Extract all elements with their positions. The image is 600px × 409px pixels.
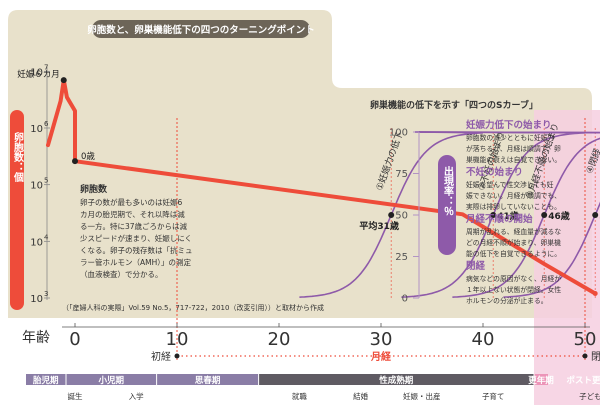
s-curve-midpoint bbox=[388, 212, 394, 218]
right-axis-label: 出現率：％ bbox=[442, 165, 454, 216]
turning-point-text: １年以上ない状態が閉経。女性 bbox=[466, 285, 561, 294]
menstruation-row: 初経 月経 閉経 bbox=[151, 350, 600, 363]
follicle-note-line: る一方。特に37歳ごろからは減 bbox=[80, 221, 188, 231]
s-curve-age-label: 平均31歳 bbox=[359, 220, 399, 232]
follicle-peak-marker bbox=[61, 77, 67, 83]
follicle-note-line: 卵子の数が最も多いのは妊娠6 bbox=[80, 197, 182, 207]
menstruation-end-marker bbox=[583, 354, 588, 359]
age-tick-label: 40 bbox=[472, 329, 495, 350]
follicle-note-line: （血液検査）で分かる。 bbox=[80, 269, 163, 279]
y-tick-exponent: 6 bbox=[44, 120, 49, 128]
life-event-label: 妊娠・出産 bbox=[403, 391, 441, 401]
right-tick-label: 50 bbox=[395, 211, 408, 222]
turning-point-text: 病気などの原因がなく、月経が bbox=[466, 274, 561, 283]
turning-point-text: 娠できない。月経が順調でも、 bbox=[466, 191, 561, 200]
age-axis-label: 年齢 bbox=[22, 330, 50, 346]
chart-title: 卵胞数と、卵巣機能低下の四つのターニングポイント bbox=[87, 24, 315, 36]
life-event-label: 就職 bbox=[292, 391, 307, 401]
turning-point-title: 不妊の始まり bbox=[466, 166, 523, 178]
y-tick-label: 10 bbox=[30, 237, 43, 248]
turning-point-text: どの月経不順が始まり、卵巣機 bbox=[466, 238, 561, 247]
turning-point-text: 卵胞数の減少とともに妊娠力 bbox=[466, 133, 555, 142]
turning-point-text: 巣機能の衰えは自覚できない。 bbox=[466, 155, 561, 164]
right-tick-label: 75 bbox=[395, 169, 408, 180]
turning-point-text: 妊娠を望んで性交渉しても妊 bbox=[466, 180, 554, 189]
turning-point-title: 妊娠力低下の始まり bbox=[466, 119, 552, 131]
s-curve-midpoint bbox=[592, 212, 598, 218]
right-tick-label: 100 bbox=[389, 128, 408, 139]
menstruation-start-marker bbox=[175, 354, 180, 359]
follicle-end-marker bbox=[593, 291, 598, 296]
life-stage-bar: 胎児期小児期思春期性成熟期更年期ポスト更年期老年期 bbox=[26, 374, 600, 386]
follicle-peak-label: 妊娠６カ月 bbox=[17, 69, 60, 80]
life-stage-label: 更年期 bbox=[528, 375, 554, 386]
menstruation-start-label: 初経 bbox=[151, 350, 171, 363]
age-axis: 年齢 01020304050607080 bbox=[22, 323, 600, 350]
y-tick-label: 10 bbox=[30, 294, 43, 305]
menstruation-label: 月経 bbox=[370, 350, 392, 363]
follicle-note-line: 少スピードが速まり、妊娠しにく bbox=[80, 233, 192, 243]
y-tick-exponent: 5 bbox=[44, 177, 48, 185]
life-event-label: 誕生 bbox=[68, 391, 83, 401]
age-tick-label: 20 bbox=[268, 329, 291, 350]
age-tick-label: 30 bbox=[370, 329, 393, 350]
life-stage-label: 思春期 bbox=[195, 375, 221, 386]
follicle-note-line: くなる。卵子の残存数は「抗ミュ bbox=[80, 245, 193, 255]
follicle-birth-label: 0歳 bbox=[81, 151, 95, 162]
follicle-birth-marker bbox=[72, 158, 78, 164]
turning-point-text: ホルモンの分泌が止まる。 bbox=[466, 296, 548, 305]
y-tick-exponent: 3 bbox=[44, 290, 48, 298]
y-tick-exponent: 4 bbox=[44, 233, 49, 241]
y-tick-label: 10 bbox=[30, 181, 43, 192]
age-tick-label: 50 bbox=[574, 329, 597, 350]
s-curve-midpoint bbox=[541, 212, 547, 218]
turning-point-text: 周期が乱れる、経血量が減るな bbox=[466, 227, 561, 236]
life-event-label: 子育て bbox=[482, 391, 505, 401]
follicle-note-line: ラー管ホルモン（AMH）」の測定 bbox=[80, 257, 191, 267]
turning-point-text: 実際は排卵していないことも。 bbox=[466, 202, 561, 211]
follicle-note-title: 卵胞数 bbox=[80, 183, 108, 195]
y-tick-label: 10 bbox=[30, 124, 43, 135]
life-stage-label: 胎児期 bbox=[32, 375, 59, 386]
life-event-label: 入学 bbox=[129, 391, 144, 401]
menstruation-end-label: 閉経 bbox=[591, 350, 600, 363]
right-tick-label: 0 bbox=[402, 294, 408, 305]
s-curve-age-label: 46歳 bbox=[548, 210, 570, 222]
turning-point-text: 能の低下を自覚できるように。 bbox=[466, 249, 561, 258]
turning-point-title: 閉経 bbox=[466, 260, 486, 272]
life-event-label: 子どもの巣立ち bbox=[579, 391, 600, 401]
age-tick-label: 0 bbox=[69, 329, 80, 350]
turning-point-text: が落ちるが、月経は順調で、卵 bbox=[466, 144, 561, 153]
age-tick-label: 10 bbox=[166, 329, 189, 350]
life-stage-label: 性成熟期 bbox=[379, 375, 414, 386]
life-stage-label: ポスト更年期 bbox=[566, 375, 600, 386]
turning-point-title: 月経不順の開始 bbox=[465, 213, 533, 225]
life-stage-label: 小児期 bbox=[98, 375, 125, 386]
follicle-note-line: カ月の胎児期で、それ以降は減 bbox=[80, 209, 185, 219]
source-note: （「産婦人科の実際」Vol.59 No.5，717-722，2010（改変引用）… bbox=[62, 303, 324, 312]
life-event-label: 結婚 bbox=[353, 391, 368, 401]
right-tick-label: 25 bbox=[395, 252, 408, 263]
right-panel-title: 卵巣機能の低下を示す「四つのSカーブ」 bbox=[370, 99, 538, 111]
